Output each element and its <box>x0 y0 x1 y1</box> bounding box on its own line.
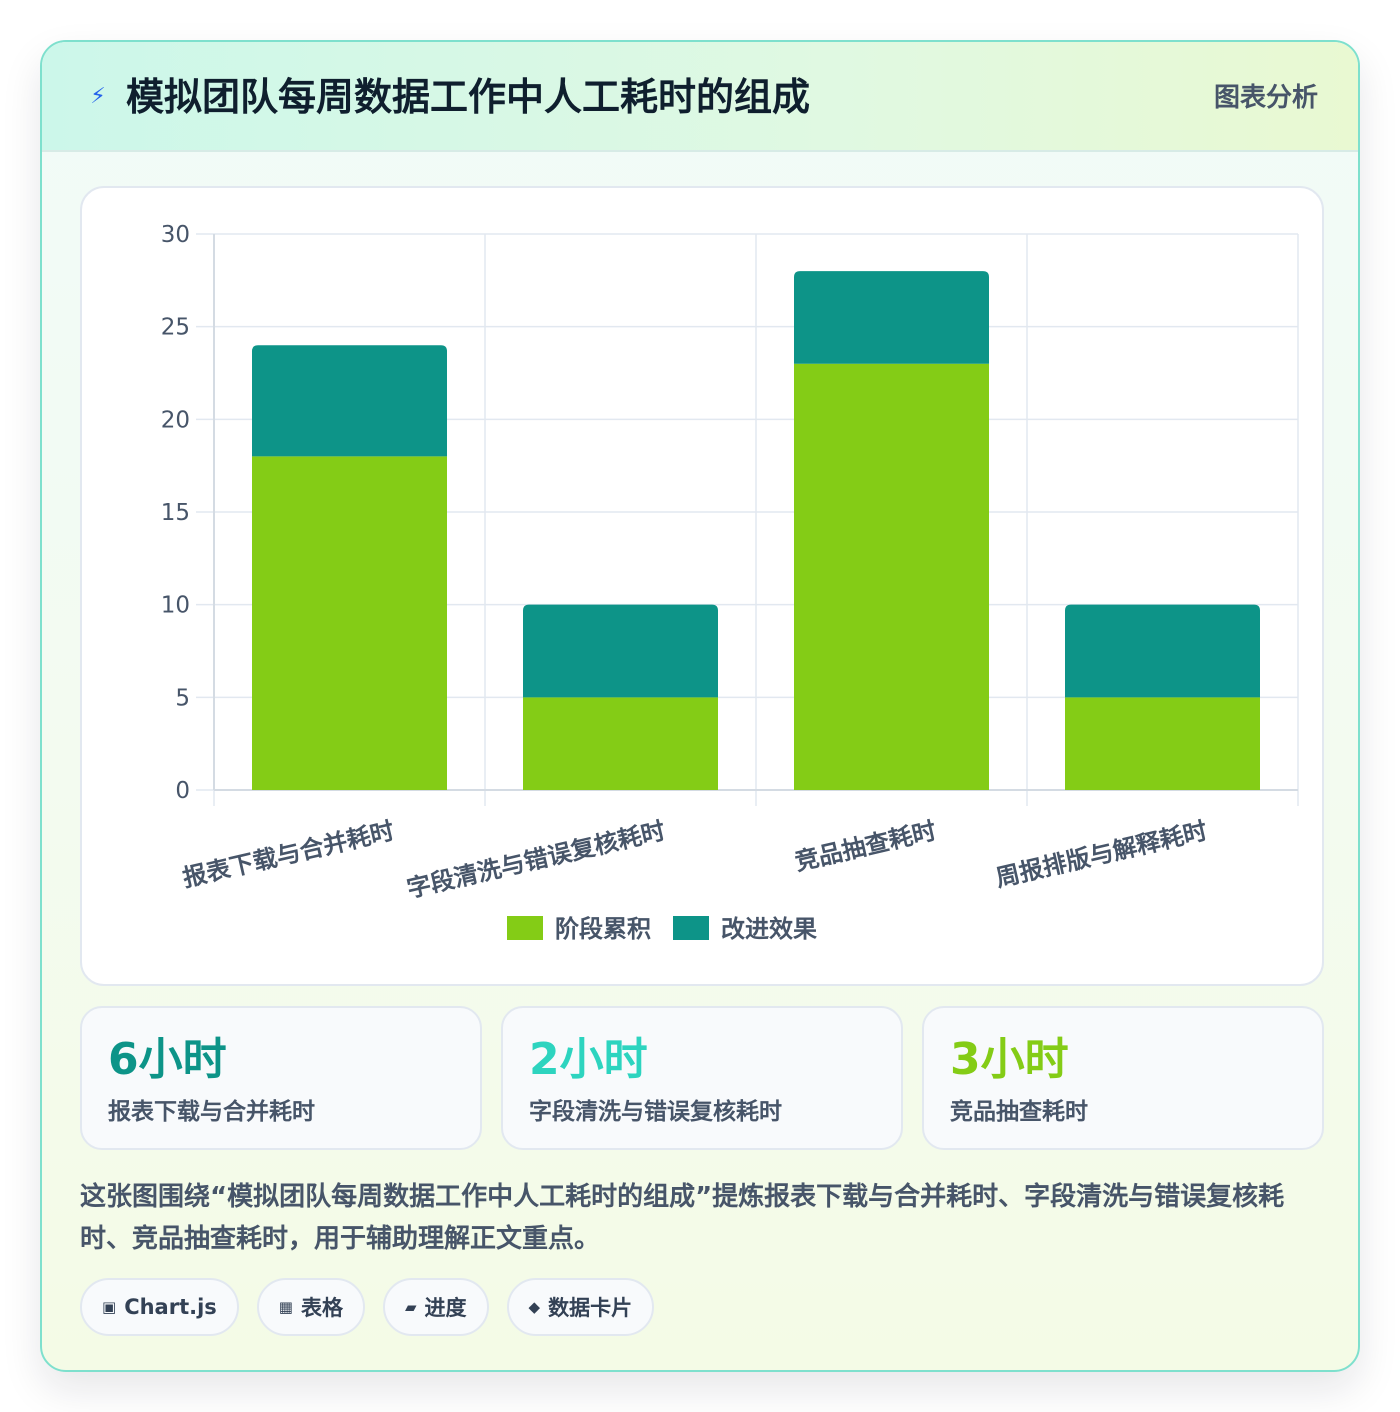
x-tick-label: 报表下载与合并耗时 <box>180 817 397 893</box>
y-tick-label: 25 <box>161 315 190 341</box>
x-tick-label: 字段清洗与错误复核耗时 <box>404 817 668 904</box>
pill-progress[interactable]: ▰ 进度 <box>382 1278 489 1336</box>
bar-segment <box>523 697 718 790</box>
legend-label: 阶段累积 <box>555 915 651 943</box>
stat-card-1: 6小时 报表下载与合并耗时 <box>80 1006 482 1150</box>
y-tick-label: 0 <box>175 778 190 804</box>
page-title: 模拟团队每周数据工作中人工耗时的组成 <box>126 75 811 119</box>
pill-label: 进度 <box>424 1296 467 1320</box>
stat-value: 6小时 <box>108 1034 227 1085</box>
bar-segment <box>1065 697 1260 790</box>
pill-data-card[interactable]: ◆ 数据卡片 <box>506 1278 655 1336</box>
bar-segment <box>252 456 447 790</box>
stat-label: 字段清洗与错误复核耗时 <box>529 1099 782 1125</box>
stat-value: 2小时 <box>529 1034 648 1085</box>
lightning-icon: ⚡ <box>90 84 106 109</box>
bar-segment <box>252 345 447 457</box>
x-tick-label: 竞品抽查耗时 <box>792 817 939 877</box>
pill-label: 表格 <box>300 1296 343 1320</box>
y-tick-label: 5 <box>175 685 190 711</box>
legend-swatch <box>673 916 709 940</box>
summary-text: 这张图围绕“模拟团队每周数据工作中人工耗时的组成”提炼报表下载与合并耗时、字段清… <box>80 1182 1285 1254</box>
chart-card: ⚡ 模拟团队每周数据工作中人工耗时的组成 图表分析 0 5 10 15 20 25 30 报表… <box>40 40 1360 1372</box>
chart-analysis-tag: 图表分析 <box>1213 83 1318 113</box>
pill-label: Chart.js <box>124 1295 217 1319</box>
y-tick-label: 20 <box>161 407 190 433</box>
tag-pills: ▣ Chart.js ▦ 表格 ▰ 进度 ◆ 数据卡片 <box>80 1278 655 1336</box>
stacked-bar-chart: 0 5 10 15 20 25 30 报表下载与合并耗时 字段清洗与错误复核耗时 竞品抽查耗时 周报… <box>161 222 1299 943</box>
bar-segment <box>794 363 989 790</box>
stat-label: 竞品抽查耗时 <box>950 1099 1088 1125</box>
pill-chartjs[interactable]: ▣ Chart.js <box>80 1278 239 1336</box>
legend-label: 改进效果 <box>721 915 817 943</box>
bar-segment <box>523 604 718 698</box>
card-header: ⚡ 模拟团队每周数据工作中人工耗时的组成 图表分析 <box>42 42 1358 152</box>
chart-panel: 0 5 10 15 20 25 30 报表下载与合并耗时 字段清洗与错误复核耗时 竞品抽查耗时 周报… <box>80 186 1324 986</box>
stat-card-2: 2小时 字段清洗与错误复核耗时 <box>501 1006 903 1150</box>
stat-card-3: 3小时 竞品抽查耗时 <box>922 1006 1324 1150</box>
y-tick-label: 15 <box>161 500 190 526</box>
square-icon: ▣ <box>102 1298 117 1316</box>
pill-label: 数据卡片 <box>548 1296 633 1320</box>
legend-swatch <box>507 916 543 940</box>
y-tick-label: 30 <box>161 222 190 248</box>
pill-table[interactable]: ▦ 表格 <box>256 1278 365 1336</box>
y-tick-label: 10 <box>161 593 190 619</box>
progress-icon: ▰ <box>404 1298 417 1316</box>
bar-segment <box>1065 604 1260 698</box>
stat-label: 报表下载与合并耗时 <box>108 1099 315 1125</box>
bar-segment <box>794 271 989 364</box>
stat-value: 3小时 <box>950 1034 1069 1085</box>
table-icon: ▦ <box>278 1298 293 1316</box>
x-tick-label: 周报排版与解释耗时 <box>993 817 1210 893</box>
diamond-icon: ◆ <box>528 1298 541 1316</box>
